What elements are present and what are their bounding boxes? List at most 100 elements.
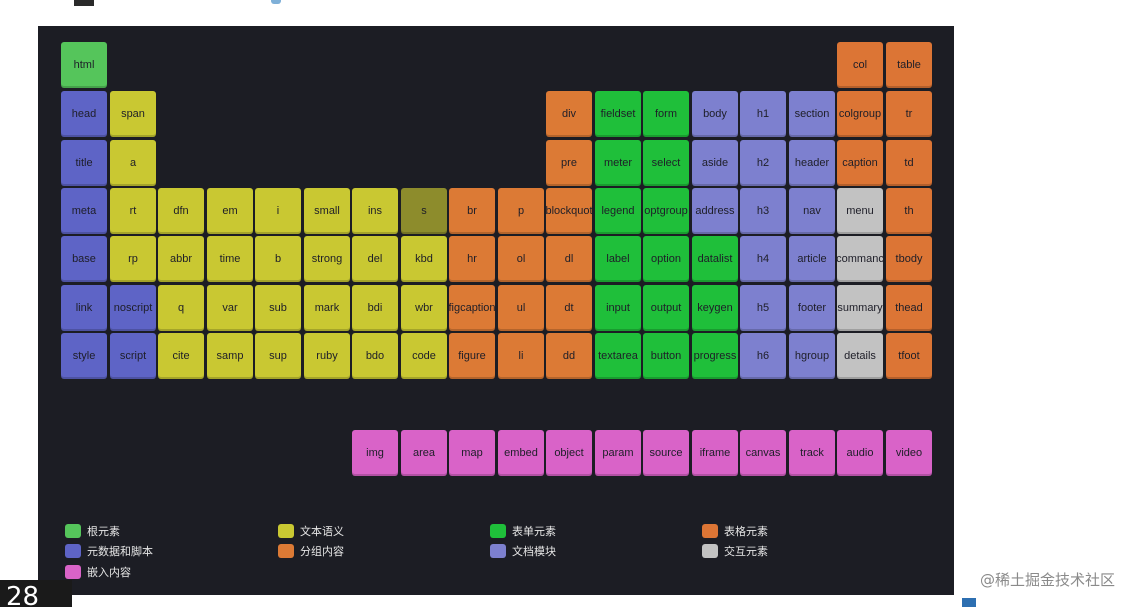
element-iframe: iframe xyxy=(692,430,738,476)
element-noscript: noscript xyxy=(110,285,156,331)
element-title: title xyxy=(61,140,107,186)
legend-label-doc: 文档模块 xyxy=(512,545,556,558)
element-output: output xyxy=(643,285,689,331)
legend-label-root: 根元素 xyxy=(87,525,120,538)
element-datalist: datalist xyxy=(692,236,738,282)
bottom-edge-mark xyxy=(962,598,976,607)
legend-label-form: 表单元素 xyxy=(512,525,556,538)
element-caption: caption xyxy=(837,140,883,186)
periodic-table-panel: html head title meta base link style nos… xyxy=(38,26,954,595)
legend-embed: 嵌入内容 xyxy=(65,564,131,580)
site-watermark: @稀土掘金技术社区 xyxy=(979,571,1115,589)
element-h2: h2 xyxy=(740,140,786,186)
element-progress: progress xyxy=(692,333,738,379)
element-s: s xyxy=(401,188,447,234)
element-bdi: bdi xyxy=(352,285,398,331)
top-partial-glyph xyxy=(74,0,94,6)
legend-swatch-text xyxy=(278,524,294,538)
element-keygen: keygen xyxy=(692,285,738,331)
legend-form: 表单元素 xyxy=(490,523,556,539)
element-mark: mark xyxy=(304,285,350,331)
element-menu: menu xyxy=(837,188,883,234)
element-em: em xyxy=(207,188,253,234)
element-meter: meter xyxy=(595,140,641,186)
element-sup: sup xyxy=(255,333,301,379)
element-th: th xyxy=(886,188,932,234)
legend-group: 分组内容 xyxy=(278,543,344,559)
element-ins: ins xyxy=(352,188,398,234)
element-cite: cite xyxy=(158,333,204,379)
element-code: code xyxy=(401,333,447,379)
legend-doc: 文档模块 xyxy=(490,543,556,559)
element-colgroup: colgroup xyxy=(837,91,883,137)
element-optgroup: optgroup xyxy=(643,188,689,234)
element-h5: h5 xyxy=(740,285,786,331)
element-fieldset: fieldset xyxy=(595,91,641,137)
element-textarea: textarea xyxy=(595,333,641,379)
element-q: q xyxy=(158,285,204,331)
legend-label-embed: 嵌入内容 xyxy=(87,566,131,579)
element-section: section xyxy=(789,91,835,137)
legend-text: 文本语义 xyxy=(278,523,344,539)
element-figure: figure xyxy=(449,333,495,379)
element-table: table xyxy=(886,42,932,88)
element-source: source xyxy=(643,430,689,476)
element-option: option xyxy=(643,236,689,282)
element-kbd: kbd xyxy=(401,236,447,282)
element-del: del xyxy=(352,236,398,282)
element-meta: meta xyxy=(61,188,107,234)
element-div: div xyxy=(546,91,592,137)
element-address: address xyxy=(692,188,738,234)
element-samp: samp xyxy=(207,333,253,379)
element-time: time xyxy=(207,236,253,282)
legend-meta: 元数据和脚本 xyxy=(65,543,153,559)
element-body: body xyxy=(692,91,738,137)
element-tfoot: tfoot xyxy=(886,333,932,379)
element-h1: h1 xyxy=(740,91,786,137)
element-li: li xyxy=(498,333,544,379)
element-command: commanc xyxy=(837,236,883,282)
element-dfn: dfn xyxy=(158,188,204,234)
element-summary: summary xyxy=(837,285,883,331)
element-figcaption: figcaption xyxy=(449,285,495,331)
element-aside: aside xyxy=(692,140,738,186)
element-object: object xyxy=(546,430,592,476)
element-select: select xyxy=(643,140,689,186)
element-rt: rt xyxy=(110,188,156,234)
legend-label-meta: 元数据和脚本 xyxy=(87,545,153,558)
element-script: script xyxy=(110,333,156,379)
legend-swatch-doc xyxy=(490,544,506,558)
element-hr: hr xyxy=(449,236,495,282)
element-h3: h3 xyxy=(740,188,786,234)
element-canvas: canvas xyxy=(740,430,786,476)
element-tr: tr xyxy=(886,91,932,137)
element-span: span xyxy=(110,91,156,137)
legend-label-table: 表格元素 xyxy=(724,525,768,538)
element-map: map xyxy=(449,430,495,476)
legend-root: 根元素 xyxy=(65,523,120,539)
element-base: base xyxy=(61,236,107,282)
legend-swatch-inter xyxy=(702,544,718,558)
element-audio: audio xyxy=(837,430,883,476)
element-dt: dt xyxy=(546,285,592,331)
legend-label-text: 文本语义 xyxy=(300,525,344,538)
element-input: input xyxy=(595,285,641,331)
element-blockquote: blockquot xyxy=(546,188,592,234)
element-style: style xyxy=(61,333,107,379)
legend-swatch-meta xyxy=(65,544,81,558)
element-article: article xyxy=(789,236,835,282)
element-td: td xyxy=(886,140,932,186)
element-label: label xyxy=(595,236,641,282)
element-i: i xyxy=(255,188,301,234)
element-embed: embed xyxy=(498,430,544,476)
element-h6: h6 xyxy=(740,333,786,379)
top-partial-glyph-blue xyxy=(271,0,281,4)
element-p: p xyxy=(498,188,544,234)
legend-label-group: 分组内容 xyxy=(300,545,344,558)
element-rp: rp xyxy=(110,236,156,282)
legend-inter: 交互元素 xyxy=(702,543,768,559)
element-head: head xyxy=(61,91,107,137)
element-h4: h4 xyxy=(740,236,786,282)
element-wbr: wbr xyxy=(401,285,447,331)
element-ul: ul xyxy=(498,285,544,331)
